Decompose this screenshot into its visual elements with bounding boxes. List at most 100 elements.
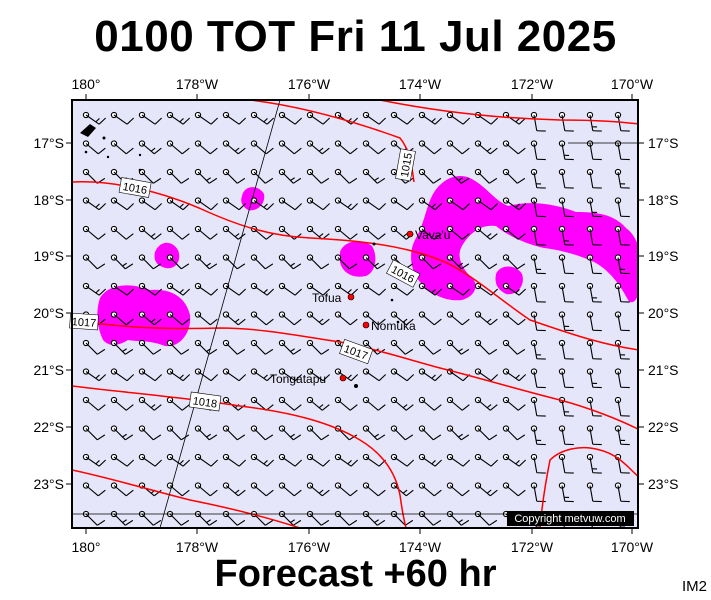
barb-feather [265,434,274,441]
barb-feather [154,374,163,382]
barb-feather [98,374,107,382]
barb-feather [265,233,274,240]
barb-feather [321,434,330,441]
barb-shaft [253,485,267,497]
barb-shaft [309,114,324,125]
barb-feather [377,489,386,497]
barb-feather [153,519,162,526]
barb-shaft [169,371,184,382]
barb-feather [406,288,415,296]
barb-feather [349,147,358,155]
barb-shaft [169,228,183,240]
barb-feather [238,117,247,125]
barb-shaft [113,285,128,296]
barb-feather [153,489,162,497]
barb-shaft [225,485,239,497]
barb-feather [97,404,106,411]
barb-shaft [113,456,128,467]
barb-feather [374,433,379,438]
barb-feather [377,233,386,240]
barb-shaft [393,513,406,526]
barb-feather [206,262,211,267]
barb-shaft [533,143,538,160]
barb-feather [489,147,498,155]
barb-feather [293,263,302,270]
barb-shaft [309,371,324,382]
barb-feather [293,434,302,441]
barb-feather [349,404,358,411]
barb-feather [458,262,463,267]
barb-feather [210,374,219,382]
barb-shaft [141,513,154,526]
barb-feather [517,263,526,270]
barb-feather [515,118,520,123]
barb-feather [405,434,414,441]
barb-feather [150,147,156,152]
barb-feather [238,203,247,211]
barb-shaft [533,371,538,388]
barb-shaft [421,114,436,125]
barb-shaft [421,257,434,270]
barb-feather [293,318,302,326]
barb-feather [461,489,470,497]
barb-feather [237,404,246,411]
barb-shaft [309,456,324,467]
barb-feather [350,374,359,382]
axis-ticks [66,94,644,534]
barb-feather [402,233,408,238]
barb-feather [154,117,163,125]
barb-shaft [85,257,98,270]
barb-feather [237,519,246,526]
barb-shaft [141,143,155,155]
barb-feather [406,459,415,467]
barb-shaft [281,228,295,240]
barb-shaft [225,257,238,270]
barb-feather [318,147,324,152]
barb-feather [181,263,190,270]
barb-station [503,540,508,545]
barb-shaft [169,200,184,211]
islands [80,124,400,388]
barb-feather [294,288,303,296]
barb-feather [349,233,358,240]
barb-shaft [589,456,594,473]
barb-shaft [365,371,380,382]
lat-label-left: 20°S [33,305,64,321]
barb-feather [350,203,359,211]
barb-feather [517,434,526,441]
barb-feather [150,404,156,409]
barb-shaft [561,485,566,502]
barb-feather [321,404,330,411]
barb-shaft [309,428,322,441]
barb-feather [461,177,470,184]
barb-shaft [449,399,463,411]
barb-shaft [477,114,492,125]
barb-shaft [85,342,98,355]
barb-feather [406,374,415,382]
barb-shaft [561,399,566,416]
barb-shaft [281,314,295,326]
barb-feather [95,460,100,465]
barb-feather [293,147,302,155]
barb-feather [517,489,526,497]
barb-shaft [197,114,212,125]
barb-feather [489,434,498,441]
barb-shaft [617,371,622,388]
barb-shaft [281,342,294,355]
barb-shaft [421,342,434,355]
barb-shaft [589,314,594,331]
barb-shaft [365,428,378,441]
lon-label-top: 180° [72,76,101,92]
barb-feather [265,177,274,184]
barb-feather [434,288,443,296]
barb-feather [122,433,127,438]
barb-feather [290,348,295,352]
barb-shaft [225,513,238,526]
barb-shaft [477,314,491,326]
barb-feather [406,203,415,211]
barb-feather [265,348,274,355]
barb-shaft [113,143,127,155]
barb-shaft [421,485,435,497]
barb-shaft [393,114,408,125]
barb-feather [98,288,107,296]
